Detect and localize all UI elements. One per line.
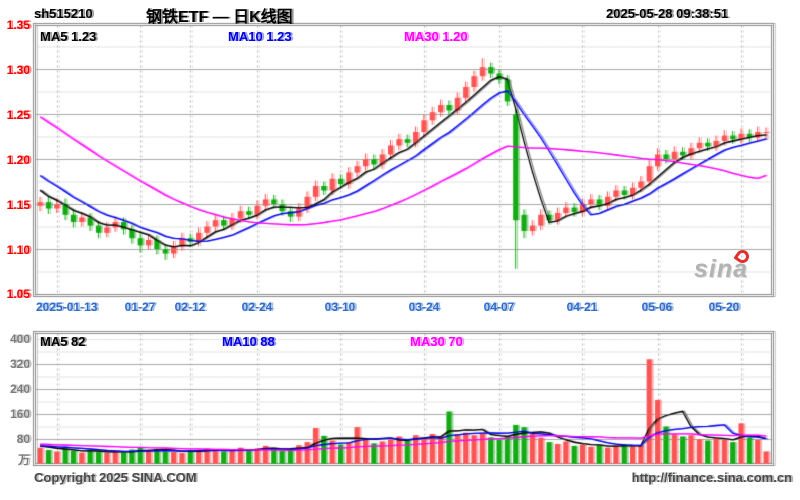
sina-watermark: sina: [694, 255, 749, 283]
volume-axis-tick: 160: [9, 407, 30, 421]
volume-axis-tick: 80: [16, 432, 30, 446]
source-url: http://finance.sina.com.cn: [631, 470, 792, 485]
price-axis-tick: 1.10: [6, 243, 30, 257]
volume-axis-tick: 240: [9, 382, 30, 396]
date-axis-tick: 02-12: [174, 300, 206, 314]
price-axis-tick: 1.05: [6, 287, 30, 301]
date-axis-tick: 02-24: [241, 300, 273, 314]
chart-title: 钢铁ETF — 日K线图: [146, 9, 293, 26]
price-ma10-label: MA10 1.23: [228, 29, 292, 44]
date-axis-tick: 03-24: [408, 300, 440, 314]
price-axis-tick: 1.20: [6, 153, 30, 167]
date-axis-tick: 04-07: [483, 300, 515, 314]
date-axis-tick: 04-21: [566, 300, 598, 314]
copyright-text: Copyright 2025 SINA.COM: [34, 470, 197, 485]
price-axis-tick: 1.35: [6, 18, 30, 32]
chart-timestamp: 2025-05-28 09:38:51: [606, 6, 729, 21]
volume-axis-tick: 400: [9, 332, 30, 346]
date-axis-tick: 2025-01-13: [36, 300, 98, 314]
price-axis-tick: 1.30: [6, 63, 30, 77]
volume-ma30-label: MA30 70: [410, 334, 463, 349]
price-axis-tick: 1.25: [6, 108, 30, 122]
date-axis-tick: 01-27: [124, 300, 156, 314]
date-axis-tick: 05-20: [708, 300, 740, 314]
volume-ma10-label: MA10 88: [222, 334, 275, 349]
price-ma5-label: MA5 1.23: [40, 29, 97, 44]
date-axis-tick: 03-10: [324, 300, 356, 314]
volume-unit-label: 万: [17, 453, 30, 467]
volume-ma5-label: MA5 82: [40, 334, 86, 349]
stock-symbol: sh515210: [34, 6, 93, 21]
price-ma30-label: MA30 1.20: [404, 29, 468, 44]
volume-axis-tick: 320: [9, 357, 30, 371]
date-axis-tick: 05-06: [641, 300, 673, 314]
price-axis-tick: 1.15: [6, 198, 30, 212]
